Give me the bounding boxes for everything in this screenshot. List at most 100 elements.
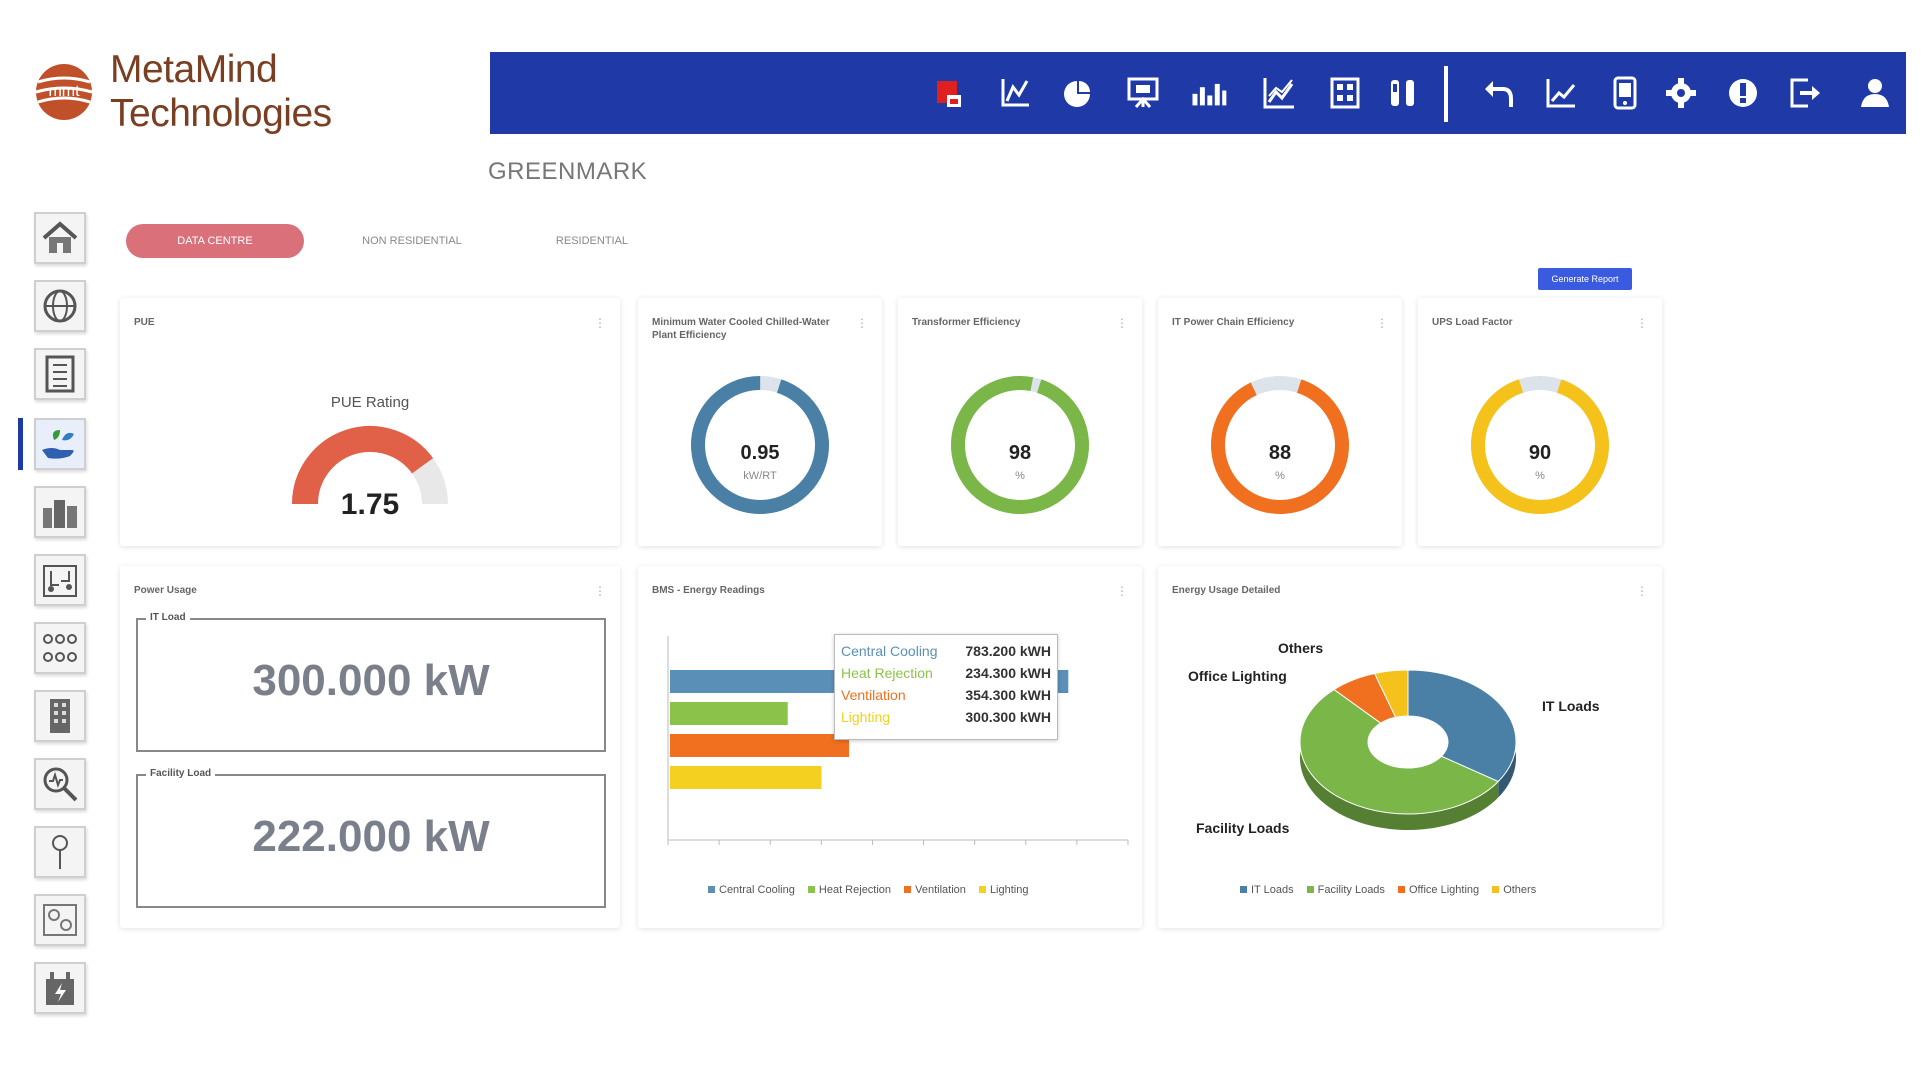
card-menu-icon[interactable]: ⋮ (1116, 584, 1128, 598)
kpi-card-title: Transformer Efficiency (912, 317, 1021, 328)
card-menu-icon[interactable]: ⋮ (594, 316, 606, 330)
circuit-icon (43, 565, 77, 597)
bar-heat-rejection (670, 702, 788, 725)
kpi-ring-fill (1471, 376, 1609, 514)
calculator-icon[interactable] (1326, 74, 1364, 112)
kpi-value: 98 (1008, 442, 1032, 464)
tooltip-value: 783.200 kWH (965, 643, 1051, 659)
sidebar-item-greenmark[interactable] (34, 418, 86, 470)
user-icon[interactable] (1856, 74, 1894, 112)
card-menu-icon[interactable]: ⋮ (1636, 316, 1648, 330)
legend-item: Ventilation (915, 884, 966, 896)
power-usage-title: Power Usage (134, 585, 197, 596)
legend-item: Office Lighting (1409, 884, 1480, 896)
card-menu-icon[interactable]: ⋮ (1116, 316, 1128, 330)
pue-card-title: PUE (134, 317, 155, 328)
card-menu-icon[interactable]: ⋮ (1636, 584, 1648, 598)
kpi-value: 88 (1268, 442, 1292, 464)
sidebar-active-indicator (18, 418, 23, 470)
logout-icon[interactable] (1786, 74, 1824, 112)
sidebar-item-buildings[interactable] (34, 486, 86, 538)
label-facility-loads: Facility Loads (1196, 820, 1290, 836)
home-icon (42, 221, 78, 253)
buildings-icon (43, 500, 77, 528)
it-load-value: 300.000 kW (252, 656, 490, 705)
facility-load-value: 222.000 kW (252, 812, 490, 861)
trend-icon[interactable] (1542, 74, 1580, 112)
gear-icon[interactable] (1662, 74, 1700, 112)
company-logo: mmt MetaMind Technologies (34, 48, 474, 135)
kpi-unit: kW/RT (743, 470, 777, 482)
top-toolbar (490, 52, 1906, 134)
legend-item: Others (1503, 884, 1537, 896)
sidebar-item-map[interactable] (34, 894, 86, 946)
logo-letters: mmt (48, 83, 80, 100)
map-icon (43, 904, 77, 936)
sidebar-item-circuit[interactable] (34, 554, 86, 606)
toolbar-separator (1444, 66, 1448, 122)
label-others: Others (1278, 640, 1324, 656)
facility-load-box: Facility Load 222.000 kW (136, 768, 606, 908)
sidebar-item-pin[interactable] (34, 826, 86, 878)
info-icon[interactable] (1724, 74, 1762, 112)
pue-card: PUE ⋮ PUE Rating 1.75 (120, 298, 620, 546)
kpi-unit: % (1535, 470, 1545, 482)
kpi-donut (1211, 376, 1349, 514)
pue-gauge (292, 426, 448, 505)
bms-tooltip: Central Cooling 783.200 kWH Heat Rejecti… (834, 634, 1058, 740)
bar-ventilation (670, 734, 850, 757)
energy-detail-title: Energy Usage Detailed (1172, 585, 1281, 596)
bms-legend: Central Cooling Heat Rejection Ventilati… (698, 884, 1028, 896)
kpi-card-transformer-efficiency: Transformer Efficiency ⋮ 98 % (898, 298, 1142, 546)
green-hand-icon (42, 430, 74, 459)
legend-item: Lighting (989, 884, 1029, 896)
pue-gauge-label: PUE Rating (330, 394, 410, 411)
facility-load-label: Facility Load (146, 768, 216, 779)
tooltip-name: Ventilation (841, 687, 906, 703)
power-usage-card: Power Usage ⋮ IT Load 300.000 kW Facilit… (120, 566, 620, 928)
tooltip-row: Ventilation 354.300 kWH (841, 687, 1051, 703)
sidebar-item-list[interactable] (34, 348, 86, 400)
card-menu-icon[interactable]: ⋮ (856, 316, 868, 330)
bms-energy-card: BMS - Energy Readings ⋮ Central Cooling … (638, 566, 1142, 928)
bms-bar-chart (667, 636, 1129, 845)
kpi-value: 90 (1528, 442, 1552, 464)
building-icon (50, 699, 70, 733)
tools-icon[interactable] (1384, 74, 1422, 112)
tab-residential[interactable]: RESIDENTIAL (555, 235, 629, 247)
undo-icon[interactable] (1480, 74, 1518, 112)
pue-gauge-arc (292, 426, 434, 505)
line-chart-icon[interactable] (996, 74, 1034, 112)
kpi-card-title: Minimum Water Cooled Chilled-Water Plant… (652, 317, 830, 341)
kpi-unit: % (1275, 470, 1285, 482)
sidebar-item-globe[interactable] (34, 280, 86, 332)
kpi-unit: % (1015, 470, 1025, 482)
globe-icon (43, 289, 77, 323)
card-menu-icon[interactable]: ⋮ (1376, 316, 1388, 330)
pie-chart-icon[interactable] (1058, 74, 1096, 112)
network-icon (43, 634, 77, 662)
sidebar-item-building[interactable] (34, 690, 86, 742)
kpi-ring-fill (1211, 376, 1349, 514)
presentation-icon[interactable] (1124, 74, 1162, 112)
it-load-box: IT Load 300.000 kW (136, 612, 606, 752)
sidebar-item-network[interactable] (34, 622, 86, 674)
list-icon (45, 355, 75, 393)
alarm-icon[interactable] (930, 74, 968, 112)
generate-report-button[interactable]: Generate Report (1538, 268, 1632, 290)
tab-data-centre[interactable]: DATA CENTRE (126, 224, 304, 258)
tab-non-residential[interactable]: NON RESIDENTIAL (362, 235, 462, 247)
tooltip-value: 300.300 kWH (965, 709, 1051, 725)
label-office-lighting: Office Lighting (1188, 668, 1287, 684)
sidebar-item-search-analytics[interactable] (34, 758, 86, 810)
logo-mark-icon: mmt (34, 56, 98, 128)
area-chart-icon[interactable] (1260, 74, 1298, 112)
page-title: GREENMARK (488, 158, 648, 185)
bar-chart-icon[interactable] (1190, 74, 1228, 112)
sidebar-item-home[interactable] (34, 212, 86, 264)
mobile-icon[interactable] (1606, 74, 1644, 112)
sidebar-item-power[interactable] (34, 962, 86, 1014)
kpi-ring-fill (691, 376, 829, 514)
search-analytics-icon (43, 767, 78, 802)
card-menu-icon[interactable]: ⋮ (594, 584, 606, 598)
